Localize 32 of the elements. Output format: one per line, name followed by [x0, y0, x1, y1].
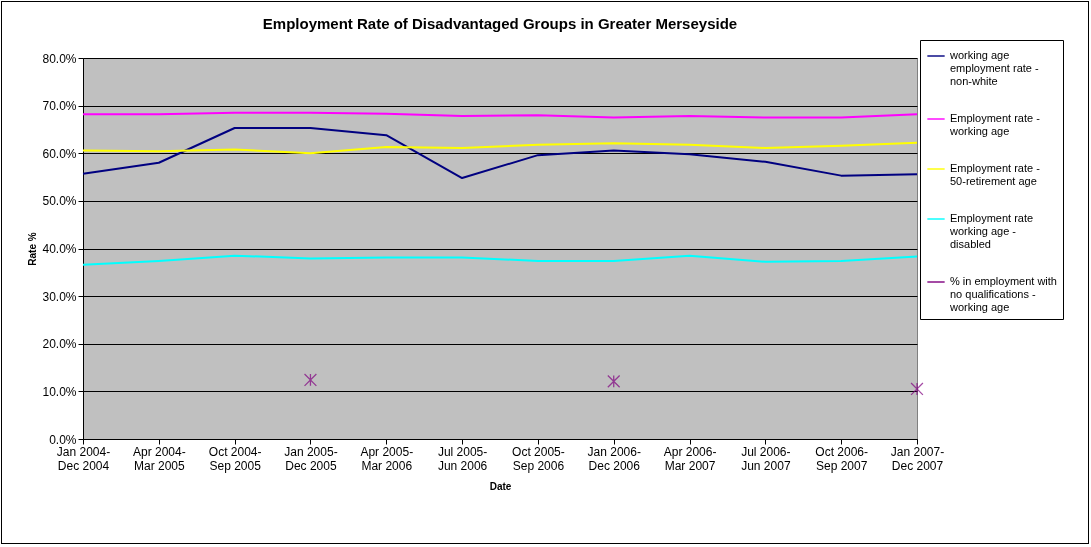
x-tick-label: Jul 2005- Jun 2006	[437, 444, 488, 473]
y-tick-label: 70.0%	[42, 99, 77, 114]
x-tick-label: Oct 2004- Sep 2005	[208, 444, 262, 473]
y-tick-label: 0.0%	[49, 432, 77, 447]
x-tick-label: Oct 2005- Sep 2006	[512, 444, 565, 473]
x-axis-title: Date	[489, 480, 512, 492]
legend-label: working age employment rate - non-white	[949, 49, 1039, 87]
y-tick-label: 10.0%	[42, 384, 77, 399]
y-tick-label: 80.0%	[42, 51, 77, 66]
legend-label: Employment rate - working age	[949, 112, 1041, 137]
line-series	[82, 254, 918, 266]
legend-label: % in employment with no qualifications - working age	[949, 275, 1057, 313]
line-series	[82, 127, 918, 180]
y-tick-label: 30.0%	[42, 289, 77, 304]
y-tick-label: 60.0%	[42, 146, 77, 161]
legend-label: Employment rate working age - disabled	[949, 212, 1034, 250]
y-axis-title: Rate %	[27, 232, 39, 266]
line-series	[82, 141, 918, 155]
y-tick-label: 40.0%	[42, 242, 77, 256]
x-tick-label: Jan 2006- Dec 2006	[587, 444, 641, 473]
y-tick-label: 50.0%	[42, 194, 77, 209]
y-tick-label: 20.0%	[42, 337, 77, 352]
chart-title: Employment Rate of Disadvantaged Groups in Greater Merseyside	[262, 14, 738, 32]
x-tick-label: Jan 2004- Dec 2004	[56, 444, 111, 473]
legend-label: Employment rate - 50-retirement age	[950, 162, 1041, 187]
x-tick-label: Jul 2006- Jun 2007	[741, 444, 791, 473]
x-tick-label: Apr 2005- Mar 2006	[360, 444, 414, 473]
x-tick-label: Jan 2007- Dec 2007	[890, 444, 945, 473]
x-tick-label: Oct 2006- Sep 2007	[815, 444, 869, 473]
x-tick-label: Apr 2006- Mar 2007	[663, 444, 717, 473]
x-tick-label: Apr 2004- Mar 2005	[132, 444, 186, 473]
x-tick-label: Jan 2005- Dec 2005	[284, 444, 338, 473]
